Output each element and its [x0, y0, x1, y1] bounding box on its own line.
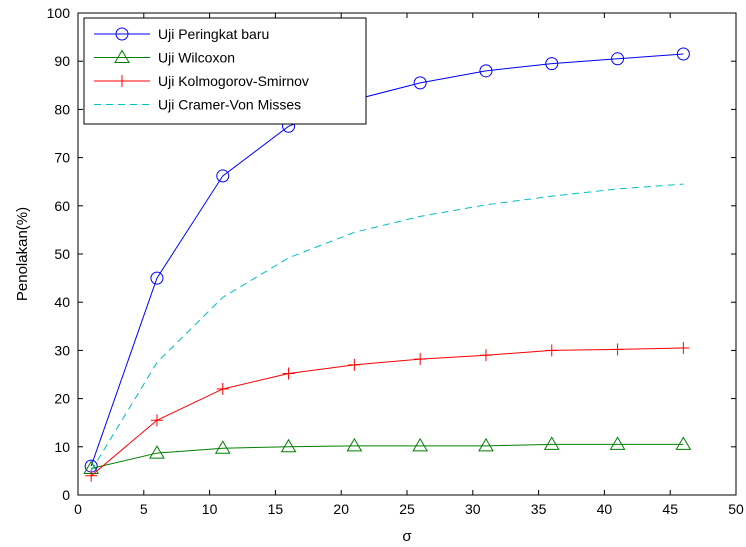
series-2-line [90, 347, 684, 477]
series-2-point-1 [150, 414, 163, 427]
x-tick-label-9: 45 [662, 501, 678, 517]
series-3 [90, 183, 684, 472]
series-2-point-6 [479, 349, 492, 362]
series-1-point-1 [149, 445, 165, 459]
series-2-point-5 [414, 353, 427, 366]
y-tick-label-10: 100 [47, 5, 71, 21]
x-tick-label-4: 20 [333, 501, 349, 517]
series-1-point-4 [346, 437, 363, 452]
series-1-point-5 [412, 437, 429, 452]
x-tick-label-2: 10 [202, 501, 218, 517]
series-2-point-7 [545, 344, 558, 357]
series-1-point-3 [280, 438, 297, 453]
legend-label-0: Uji Peringkat baru [158, 26, 269, 42]
y-tick-label-8: 80 [54, 101, 70, 117]
y-tick-label-3: 30 [54, 342, 70, 358]
series-0-point-7 [545, 57, 559, 71]
legend-label-1: Uji Wilcoxon [158, 50, 235, 66]
series-2-point-0 [85, 469, 98, 482]
series-0-line [90, 53, 684, 467]
x-tick-label-7: 35 [531, 501, 547, 517]
series-1-point-7 [543, 436, 560, 450]
y-tick-label-7: 70 [54, 150, 70, 166]
x-tick-label-10: 50 [728, 501, 744, 517]
series-1-point-2 [214, 440, 231, 454]
series-2-point-8 [611, 343, 624, 356]
y-axis-label: Penolakan(%) [14, 207, 31, 301]
legend-label-3: Uji Cramer-Von Misses [158, 97, 301, 113]
series-1 [83, 436, 692, 474]
y-tick-label-0: 0 [62, 487, 70, 503]
x-tick-label-1: 5 [140, 501, 148, 517]
y-tick-label-1: 10 [54, 439, 70, 455]
series-0-point-9 [676, 47, 690, 61]
x-tick-label-3: 15 [268, 501, 284, 517]
legend-marker-1 [114, 49, 130, 63]
x-axis-label: σ [402, 528, 412, 545]
x-tick-label-0: 0 [74, 501, 82, 517]
legend-label-2: Uji Kolmogorov-Smirnov [158, 73, 309, 89]
series-0-point-8 [611, 52, 625, 66]
y-tick-label-6: 60 [54, 198, 70, 214]
series-2-point-9 [677, 341, 690, 354]
series-0-point-6 [479, 64, 493, 78]
y-tick-label-4: 40 [54, 294, 70, 310]
series-2-point-3 [282, 367, 295, 380]
legend-marker-2 [116, 75, 128, 87]
ticks-layer: 0 5 10 15 20 25 30 35 40 45 50 0 10 20 30 40 50 60 70 80 90 1… [47, 5, 744, 517]
series-1-point-6 [478, 437, 494, 452]
y-tick-label-2: 20 [54, 391, 70, 407]
series-1-point-8 [609, 436, 626, 450]
series-2 [85, 341, 690, 482]
legend-box [83, 17, 367, 125]
series-1-point-9 [675, 436, 692, 450]
y-tick-label-9: 90 [54, 53, 70, 69]
series-0-point-5 [413, 76, 427, 90]
series-0-point-2 [216, 169, 230, 183]
x-tick-label-8: 40 [597, 501, 613, 517]
series-3-line [90, 183, 684, 472]
series-0-point-1 [150, 271, 164, 285]
y-tick-label-5: 50 [54, 246, 70, 262]
series-layer [83, 47, 692, 482]
legend-marker-0 [115, 27, 129, 41]
x-tick-label-5: 25 [399, 501, 415, 517]
series-1-line [91, 443, 684, 469]
legend: Uji Peringkat baru Uji Wilcoxon Uji Kolmog… [83, 17, 367, 125]
series-2-point-4 [348, 358, 361, 371]
series-2-point-2 [216, 382, 229, 395]
x-tick-label-6: 30 [465, 501, 481, 517]
